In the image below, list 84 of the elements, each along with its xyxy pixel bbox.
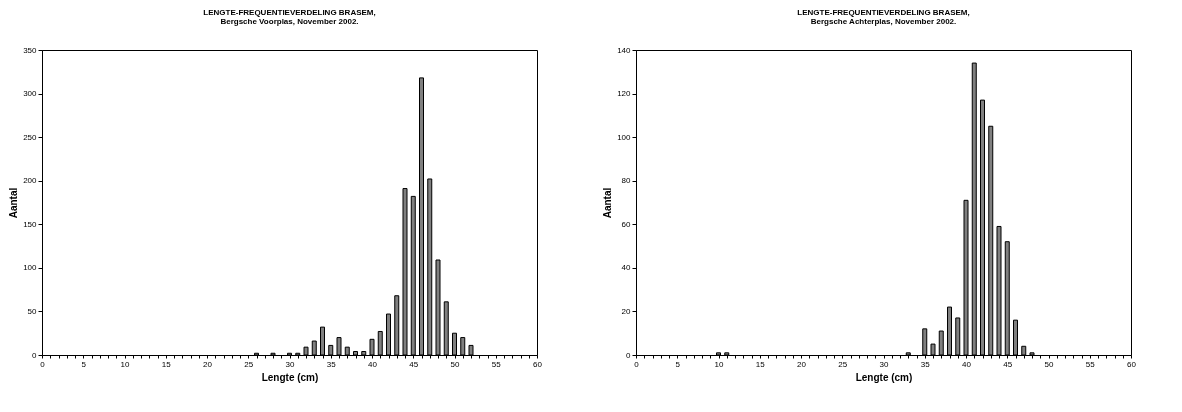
bar	[369, 338, 375, 356]
bar	[336, 337, 342, 356]
bar	[938, 330, 944, 356]
x-tick-label: 35	[920, 359, 931, 369]
chart-subtitle: Bergsche Achterplas, November 2002.	[810, 17, 957, 26]
y-tick-label: 80	[621, 176, 632, 186]
bar	[353, 351, 358, 356]
bar	[955, 317, 961, 356]
x-tick-label: 0	[40, 359, 46, 369]
bar	[1021, 345, 1027, 356]
x-tick-label: 25	[838, 359, 848, 369]
bar	[963, 199, 969, 356]
bar	[328, 344, 334, 356]
x-tick-label: 25	[244, 359, 254, 369]
x-tick-label: 55	[1085, 359, 1096, 369]
bar	[922, 328, 928, 356]
y-tick-label: 200	[23, 176, 38, 186]
x-tick-label: 10	[120, 359, 130, 369]
x-tick-label: 40	[962, 359, 972, 369]
bar	[1004, 241, 1010, 356]
y-tick-label: 150	[23, 219, 38, 229]
bar	[1013, 319, 1018, 356]
chart-title: LENGTE-FREQUENTIEVERDELING BRASEM,	[203, 8, 376, 17]
y-tick-label: 40	[621, 263, 632, 273]
x-tick-label: 5	[81, 359, 87, 369]
y-tick-label: 140	[617, 45, 632, 55]
y-tick-label: 100	[23, 263, 38, 273]
bar	[427, 178, 433, 356]
x-tick-label: 10	[714, 359, 724, 369]
x-tick-label: 45	[409, 359, 419, 369]
chart-subtitle: Bergsche Voorplas, November 2002.	[220, 17, 359, 26]
y-tick-label: 0	[626, 350, 632, 360]
y-axis-title: Aantal	[8, 187, 20, 219]
x-tick-label: 5	[675, 359, 681, 369]
bar	[468, 344, 474, 356]
bar	[377, 330, 383, 356]
y-tick-label: 350	[23, 45, 38, 55]
y-tick-label: 60	[621, 219, 632, 229]
x-tick-label: 20	[797, 359, 807, 369]
y-tick-label: 50	[27, 306, 38, 316]
chart-title: LENGTE-FREQUENTIEVERDELING BRASEM,	[797, 8, 970, 17]
x-tick-label: 55	[491, 359, 502, 369]
bar	[303, 346, 309, 356]
x-tick-label: 0	[634, 359, 640, 369]
bar	[311, 340, 317, 356]
x-tick-label: 50	[1044, 359, 1054, 369]
x-axis-title: Lengte (cm)	[855, 371, 913, 383]
bar	[402, 188, 408, 356]
y-tick-label: 100	[617, 132, 632, 142]
y-tick-label: 0	[32, 350, 38, 360]
bar	[452, 332, 457, 356]
bar	[344, 346, 350, 356]
bar	[435, 259, 441, 356]
x-tick-label: 15	[755, 359, 766, 369]
bar	[988, 125, 994, 356]
bar	[947, 306, 952, 356]
bar	[419, 77, 424, 356]
bar	[980, 99, 985, 356]
bar	[410, 195, 416, 356]
x-axis-title: Lengte (cm)	[261, 371, 319, 383]
x-tick-label: 15	[161, 359, 172, 369]
x-tick-label: 40	[368, 359, 378, 369]
bar	[996, 225, 1002, 356]
y-tick-label: 20	[621, 306, 632, 316]
x-tick-label: 20	[203, 359, 213, 369]
bar	[386, 313, 391, 356]
y-axis-title: Aantal	[602, 187, 614, 219]
y-tick-label: 250	[23, 132, 38, 142]
y-tick-label: 300	[23, 89, 38, 99]
x-tick-label: 45	[1003, 359, 1013, 369]
bar	[971, 62, 977, 356]
x-tick-label: 35	[326, 359, 337, 369]
bar	[443, 301, 449, 356]
bar	[361, 351, 367, 356]
x-tick-label: 60	[533, 359, 543, 369]
bar	[930, 343, 936, 356]
x-tick-label: 50	[450, 359, 460, 369]
x-tick-label: 30	[879, 359, 889, 369]
x-tick-label: 30	[285, 359, 295, 369]
y-tick-label: 120	[617, 89, 632, 99]
bar	[394, 295, 400, 356]
bar	[460, 337, 466, 356]
x-tick-label: 60	[1127, 359, 1137, 369]
bar	[320, 326, 325, 356]
